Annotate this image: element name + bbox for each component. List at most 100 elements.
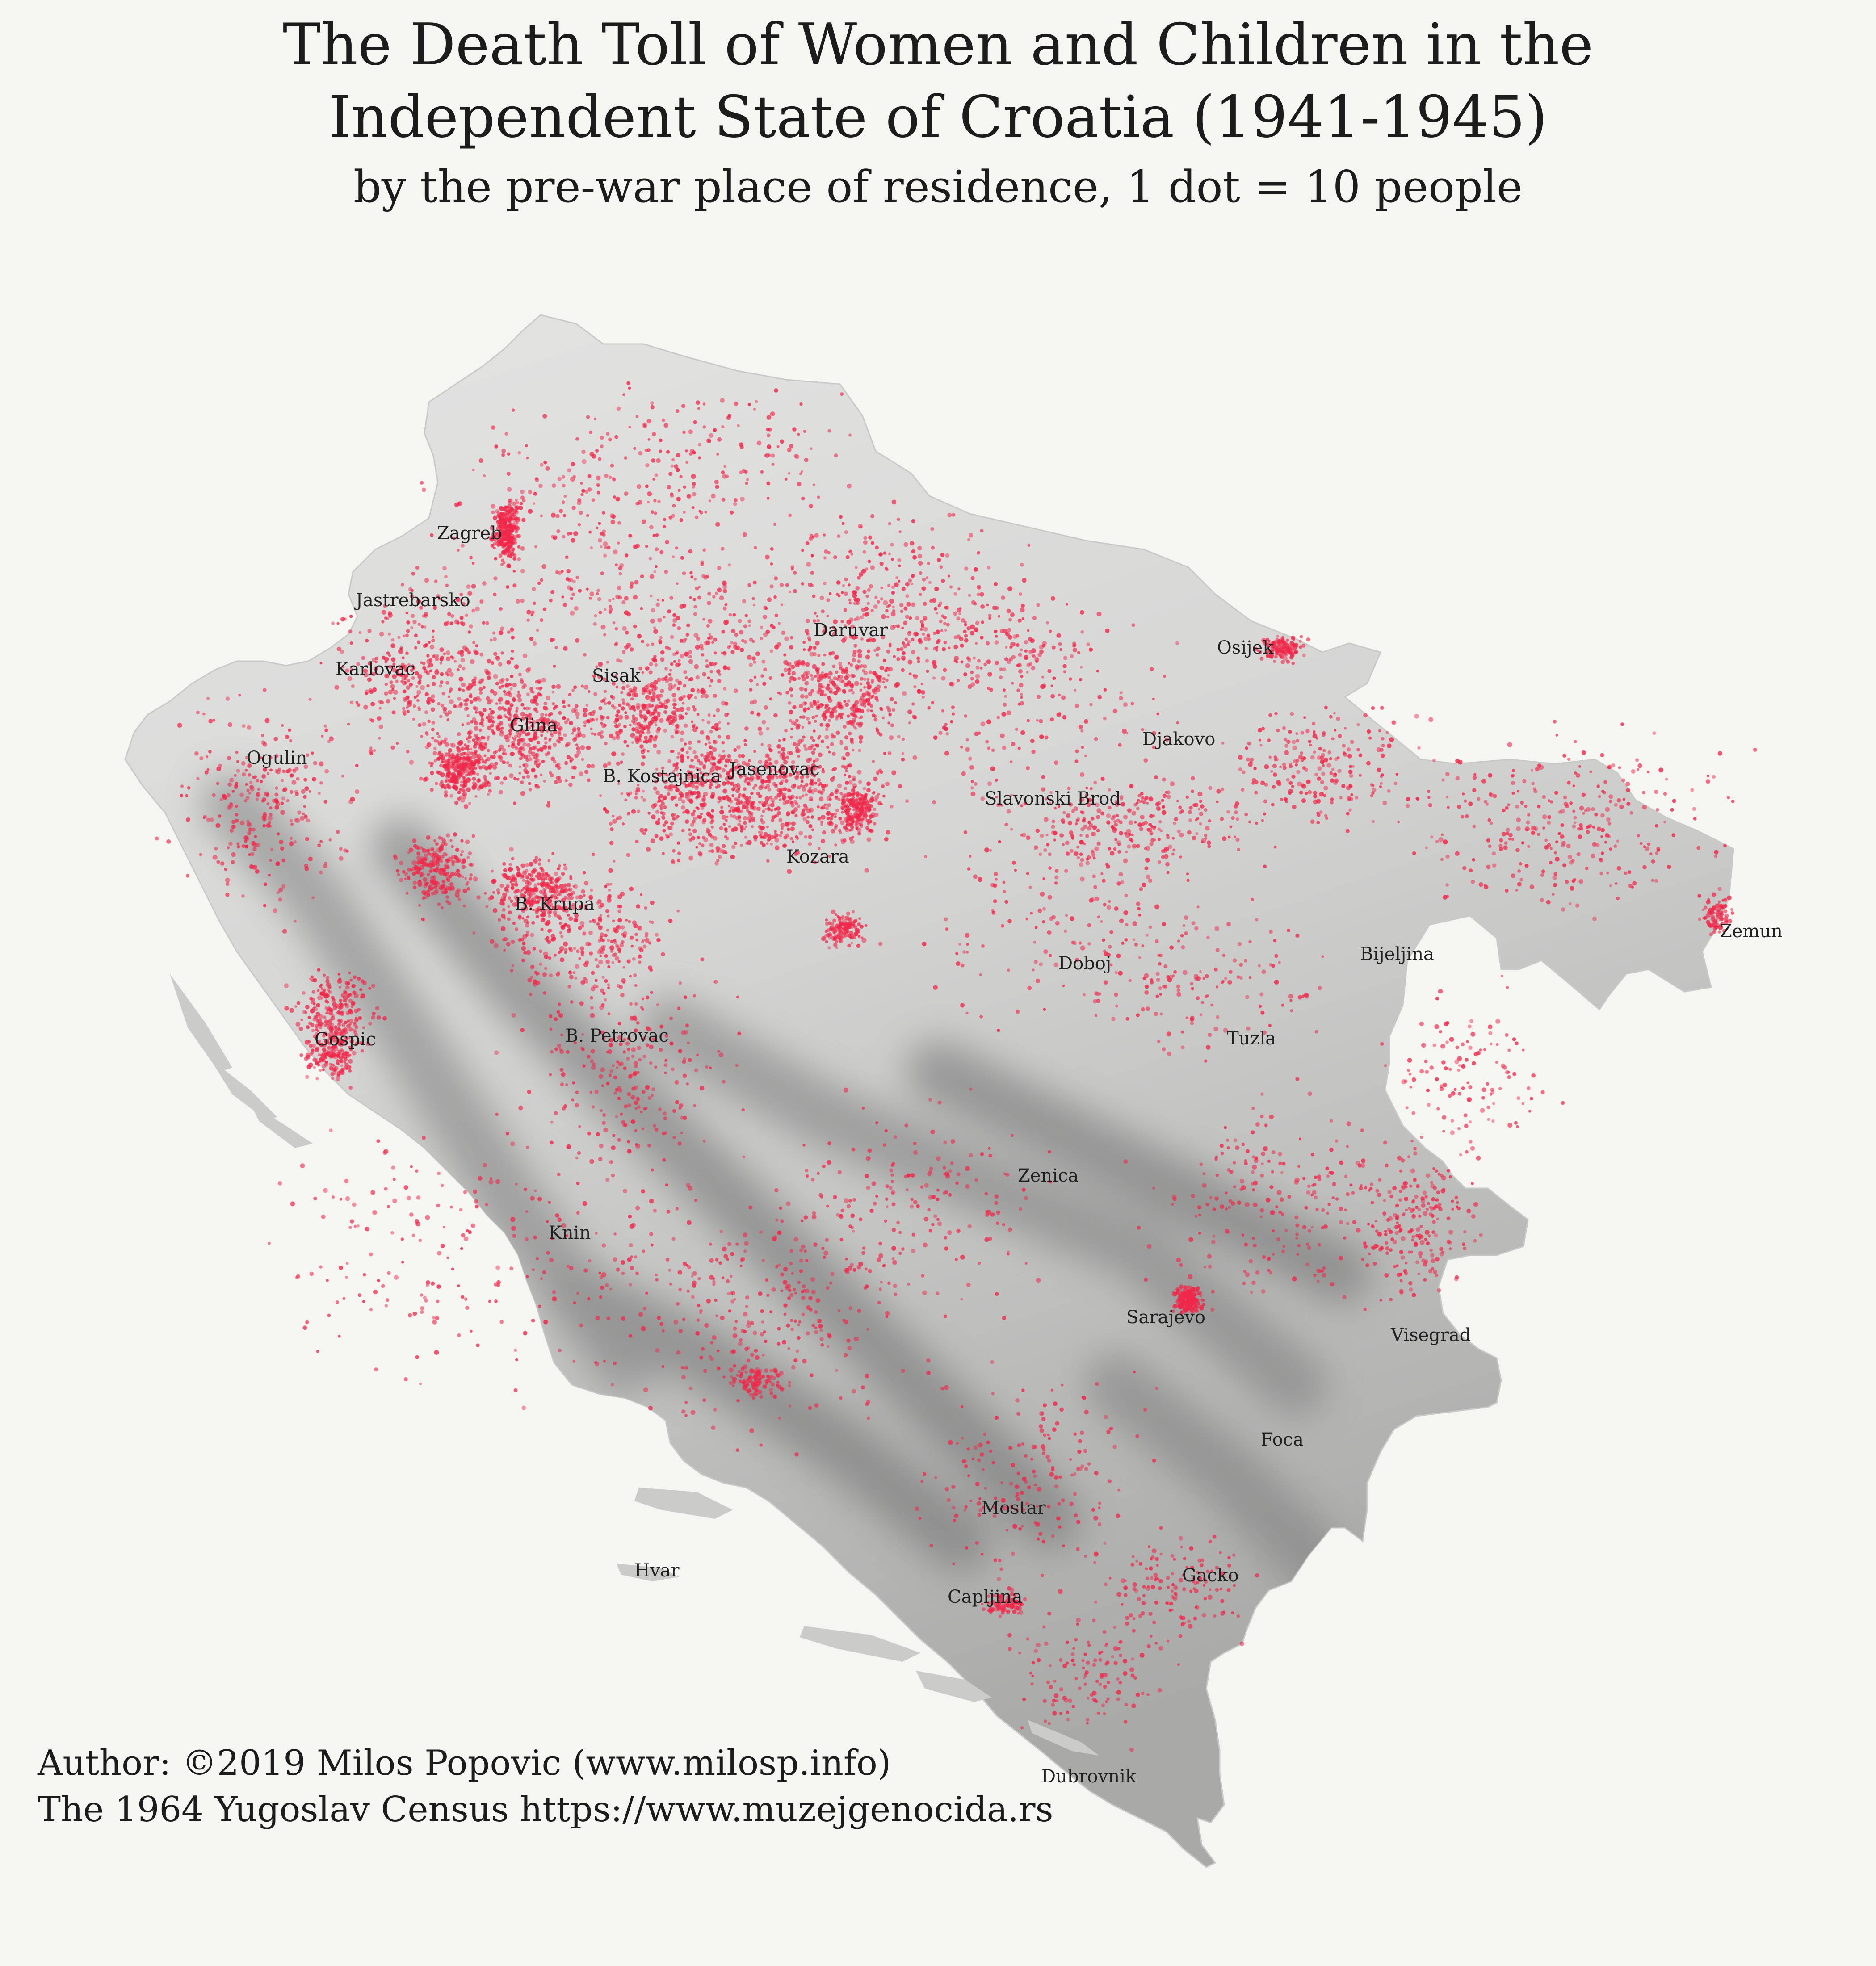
victim-dot	[1131, 833, 1134, 837]
victim-dot	[824, 706, 827, 709]
victim-dot	[607, 761, 612, 766]
victim-dot	[835, 670, 839, 674]
victim-dot	[613, 952, 617, 956]
victim-dot	[677, 751, 681, 755]
victim-dot	[566, 883, 571, 887]
victim-dot	[889, 599, 894, 604]
victim-dot	[456, 753, 459, 756]
victim-dot	[1176, 800, 1179, 803]
victim-dot	[953, 644, 958, 650]
victim-dot	[779, 798, 782, 801]
victim-dot	[506, 563, 511, 569]
victim-dot	[753, 834, 758, 840]
victim-dot	[722, 781, 726, 786]
victim-dot	[661, 952, 665, 956]
victim-dot	[444, 742, 449, 747]
victim-dot	[702, 618, 705, 621]
victim-dot	[558, 864, 561, 868]
victim-dot	[797, 743, 801, 746]
island	[634, 1488, 733, 1519]
victim-dot	[850, 740, 855, 745]
victim-dot	[469, 700, 474, 704]
victim-dot	[844, 765, 848, 770]
victim-dot	[631, 689, 635, 693]
victim-dot	[723, 754, 726, 758]
victim-dot	[506, 876, 511, 880]
victim-dot	[758, 785, 763, 790]
victim-dot	[734, 633, 739, 637]
victim-dot	[449, 699, 454, 704]
victim-dot	[542, 972, 547, 977]
victim-dot	[469, 624, 473, 629]
victim-dot	[470, 659, 475, 664]
victim-dot	[713, 637, 718, 642]
victim-dot	[416, 851, 421, 856]
victim-dot	[432, 751, 437, 755]
victim-dot	[1079, 834, 1083, 837]
victim-dot	[697, 794, 701, 798]
victim-dot	[622, 966, 625, 969]
victim-dot	[1006, 809, 1011, 814]
victim-dot	[1192, 835, 1196, 840]
victim-dot	[526, 618, 530, 622]
victim-dot	[682, 811, 685, 814]
victim-dot	[617, 894, 622, 899]
victim-dot	[683, 684, 687, 688]
victim-dot	[474, 650, 479, 655]
victim-dot	[1291, 661, 1295, 665]
victim-dot	[564, 888, 568, 893]
victim-dot	[460, 853, 463, 856]
victim-dot	[1157, 827, 1161, 831]
victim-dot	[429, 669, 432, 672]
victim-dot	[551, 684, 556, 689]
victim-dot	[522, 653, 528, 658]
victim-dot	[449, 882, 454, 887]
victim-dot	[489, 772, 492, 775]
victim-dot	[492, 908, 498, 913]
victim-dot	[805, 618, 810, 623]
victim-dot	[665, 698, 671, 703]
victim-dot	[913, 631, 919, 637]
victim-dot	[818, 752, 823, 757]
victim-dot	[596, 923, 600, 927]
victim-dot	[701, 836, 705, 839]
victim-dot	[445, 784, 450, 788]
victim-dot	[875, 545, 879, 550]
victim-dot	[837, 534, 841, 538]
victim-dot	[765, 629, 770, 634]
victim-dot	[369, 689, 374, 694]
victim-dot	[1281, 645, 1286, 649]
victim-dot	[661, 599, 664, 602]
victim-dot	[866, 692, 871, 697]
victim-dot	[529, 690, 533, 693]
victim-dot	[850, 827, 854, 831]
victim-dot	[1123, 814, 1128, 820]
victim-dot	[345, 668, 349, 673]
victim-dot	[696, 637, 701, 641]
victim-dot	[467, 740, 471, 743]
victim-dot	[402, 870, 406, 874]
victim-dot	[596, 964, 600, 968]
victim-dot	[852, 792, 856, 796]
victim-dot	[563, 646, 568, 651]
victim-dot	[727, 754, 731, 758]
victim-dot	[407, 877, 411, 880]
victim-dot	[433, 746, 437, 750]
victim-dot	[756, 806, 761, 811]
victim-dot	[429, 860, 434, 865]
victim-dot	[1093, 780, 1097, 785]
victim-dot	[454, 856, 459, 861]
victim-dot	[411, 614, 415, 618]
victim-dot	[671, 685, 675, 689]
victim-dot	[475, 606, 480, 612]
victim-dot	[640, 729, 644, 733]
victim-dot	[503, 948, 506, 952]
victim-dot	[431, 682, 436, 687]
victim-dot	[943, 640, 947, 645]
victim-dot	[641, 754, 645, 758]
victim-dot	[692, 708, 697, 712]
victim-dot	[766, 754, 770, 758]
victim-dot	[947, 574, 950, 578]
victim-dot	[482, 621, 486, 625]
victim-dot	[1298, 639, 1302, 643]
